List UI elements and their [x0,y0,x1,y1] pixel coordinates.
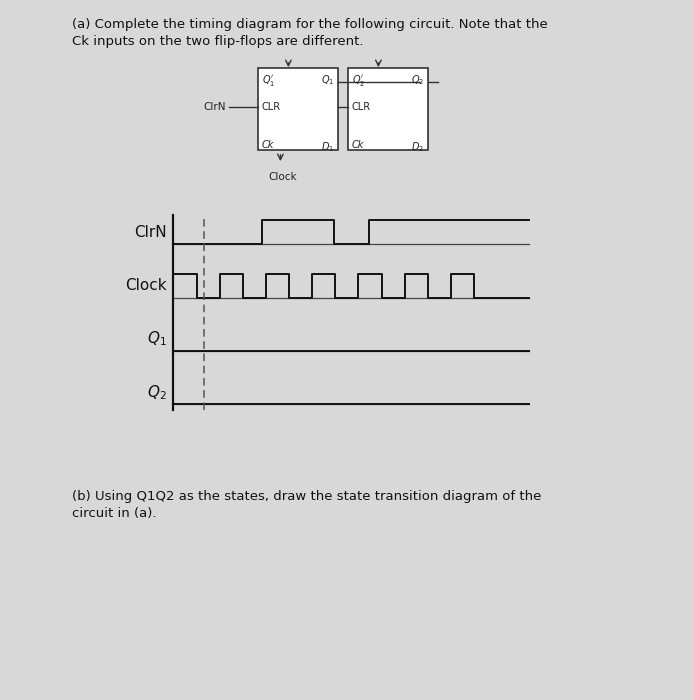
Text: $D_2$: $D_2$ [411,140,424,154]
Text: $Q_2'$: $Q_2'$ [352,73,365,88]
Text: ClrN: ClrN [204,102,226,113]
Bar [348,68,428,150]
Text: $Q_2$: $Q_2$ [411,73,424,87]
Text: (b) Using Q1Q2 as the states, draw the state transition diagram of the
circuit i: (b) Using Q1Q2 as the states, draw the s… [72,490,541,521]
Text: $D_1$: $D_1$ [321,140,334,154]
Text: ClrN: ClrN [134,225,166,240]
Text: $Q_1'$: $Q_1'$ [262,73,275,88]
Text: CLR: CLR [352,102,371,113]
Text: Clock: Clock [268,172,297,182]
Text: CLR: CLR [262,102,281,113]
Text: (a) Complete the timing diagram for the following circuit. Note that the
Ck inpu: (a) Complete the timing diagram for the … [72,18,547,48]
Text: $Q_1$: $Q_1$ [146,330,166,349]
Text: Clock: Clock [125,278,166,293]
Bar [258,68,338,150]
Text: $Q_2$: $Q_2$ [147,383,166,402]
Text: $Q_1$: $Q_1$ [321,73,334,87]
Text: Ck: Ck [262,140,274,150]
Text: Ck: Ck [352,140,365,150]
